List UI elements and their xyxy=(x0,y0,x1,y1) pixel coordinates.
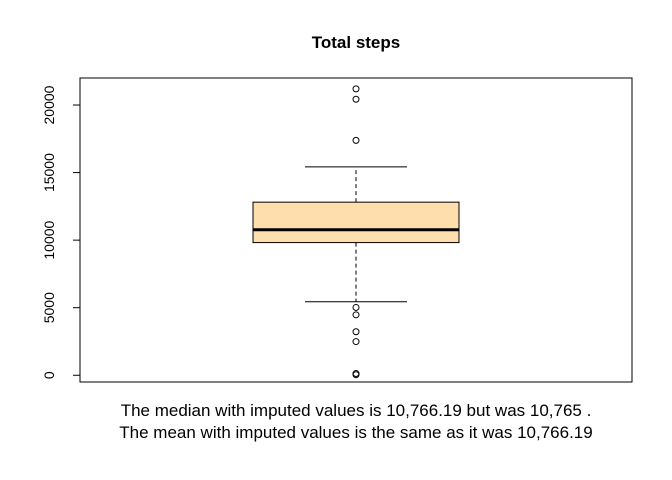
y-tick-label: 20000 xyxy=(41,85,57,124)
chart-title: Total steps xyxy=(312,33,400,52)
outlier-point xyxy=(352,311,360,319)
box-plot xyxy=(252,166,460,303)
outlier-point xyxy=(352,136,360,144)
caption-line-median: The median with imputed values is 10,766… xyxy=(121,401,592,420)
outlier-point xyxy=(352,338,360,346)
y-tick-label: 0 xyxy=(41,371,57,379)
caption-line-mean: The mean with imputed values is the same… xyxy=(119,423,592,442)
y-tick-label: 10000 xyxy=(41,220,57,259)
outlier-point xyxy=(352,370,360,378)
interquartile-box xyxy=(252,201,460,244)
outlier-point xyxy=(352,95,360,103)
outlier-points xyxy=(352,85,360,379)
y-axis: 0 5000 10000 15000 20000 xyxy=(41,85,80,379)
y-tick-label: 5000 xyxy=(41,292,57,323)
y-tick-label: 15000 xyxy=(41,153,57,192)
outlier-point xyxy=(352,85,360,93)
plot-frame xyxy=(79,77,633,383)
outlier-point xyxy=(352,303,360,311)
outlier-point xyxy=(352,328,360,336)
